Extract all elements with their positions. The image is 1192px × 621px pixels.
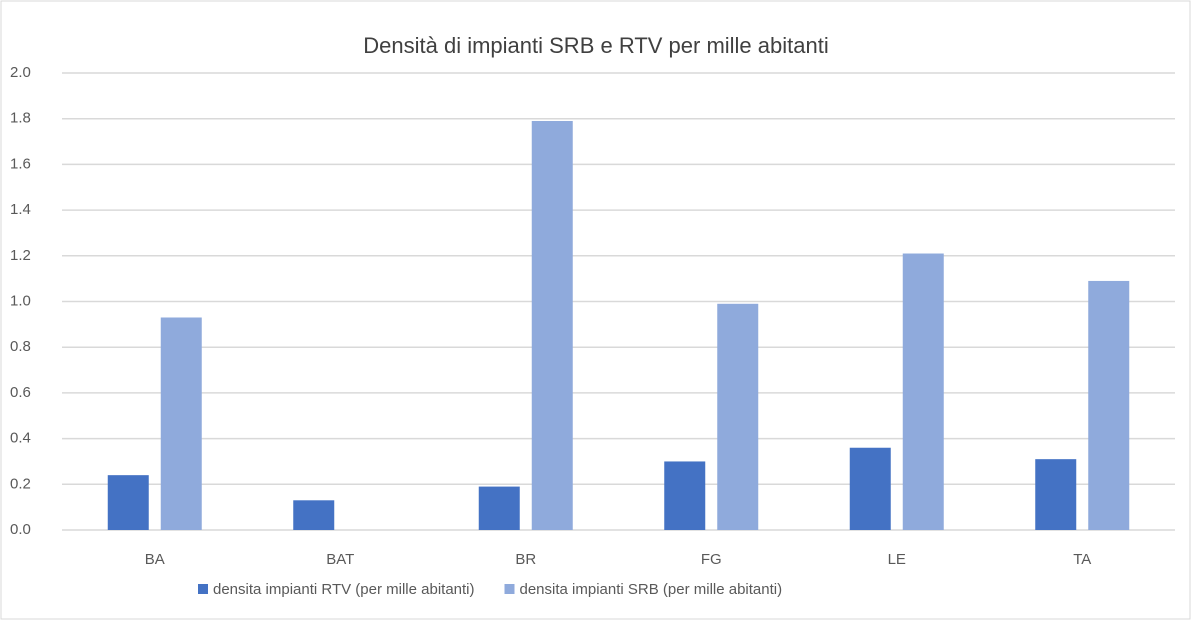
y-tick-label: 0.4 [10,430,31,447]
bar [293,500,335,530]
x-tick-label: BR [515,551,536,568]
bar [107,475,149,530]
x-tick-label: FG [701,551,722,568]
chart-title: Densità di impianti SRB e RTV per mille … [363,33,828,58]
x-tick-label: BA [145,551,165,568]
y-tick-label: 1.2 [10,247,31,264]
bar [531,120,573,531]
y-tick-label: 0.8 [10,338,31,355]
y-tick-label: 0.6 [10,384,31,401]
y-tick-label: 0.0 [10,521,31,538]
bar [478,486,520,530]
y-tick-label: 1.0 [10,292,31,309]
bar [717,303,759,530]
bar [1088,280,1130,530]
x-tick-label: TA [1073,551,1091,568]
y-tick-label: 2.0 [10,64,31,81]
bar [664,461,706,530]
legend-swatch [198,584,208,594]
bar [849,447,891,530]
y-tick-label: 1.8 [10,110,31,127]
bar [1035,459,1077,530]
x-tick-label: BAT [326,551,354,568]
y-tick-label: 1.6 [10,155,31,172]
legend-label: densita impianti SRB (per mille abitanti… [520,581,783,598]
legend-label: densita impianti RTV (per mille abitanti… [213,581,475,598]
legend-swatch [504,584,515,594]
x-tick-label: LE [888,551,906,568]
bar [902,253,944,530]
bar [160,317,202,530]
y-tick-label: 1.4 [10,201,31,218]
y-tick-label: 0.2 [10,475,31,492]
